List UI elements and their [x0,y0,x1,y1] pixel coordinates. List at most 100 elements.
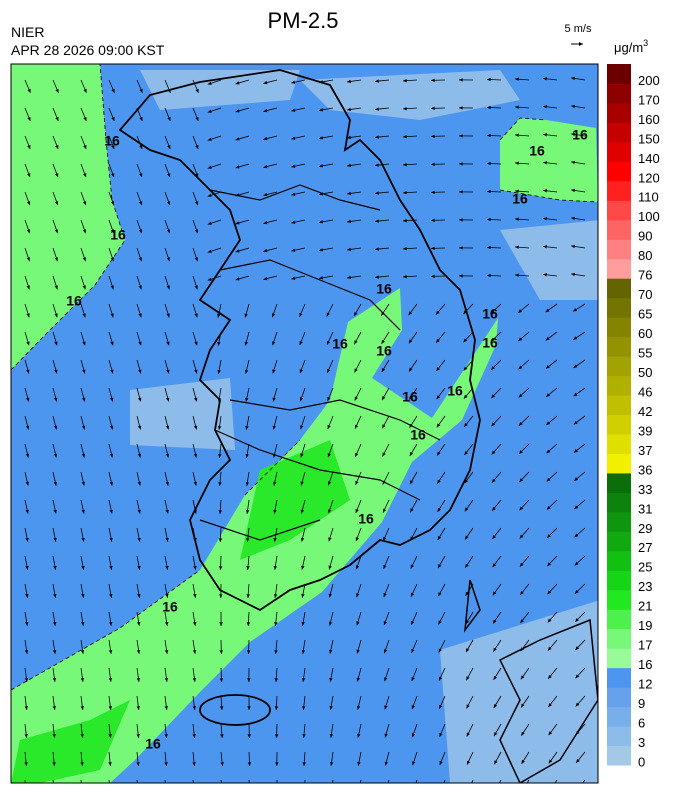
colorbar-swatch [607,122,631,142]
colorbar-label: 33 [638,482,652,497]
colorbar-swatch [607,570,631,590]
wind-arrow-head [357,790,360,794]
colorbar-swatch [607,512,631,532]
wind-arrow-head [576,787,580,791]
contour-label: 16 [482,306,498,322]
colorbar-swatch [607,142,631,162]
colorbar-label: 46 [638,384,652,399]
contour-label: 16 [110,227,126,243]
contour-label: 16 [66,293,82,309]
colorbar-label: 70 [638,287,652,302]
colorbar-swatch [607,668,631,688]
wind-arrow-head [495,788,498,792]
wind-arrow-head [385,790,388,794]
colorbar-swatch [607,278,631,298]
colorbar-label: 31 [638,501,652,516]
colorbar-label: 60 [638,326,652,341]
wind-arrow-head [467,789,470,793]
colorbar-label: 100 [638,209,660,224]
colorbar-swatch [607,707,631,727]
wind-arrow-head [330,790,333,794]
wind-arrow-head [164,790,167,794]
wind-arrow-head [192,790,195,794]
wind-arrow-head [24,790,27,794]
colorbar-label: 120 [638,170,660,185]
colorbar-swatch [607,473,631,493]
colorbar-label: 42 [638,404,652,419]
colorbar-label: 37 [638,443,652,458]
contour-label: 16 [162,599,178,615]
colorbar-label: 55 [638,346,652,361]
contour-label: 16 [145,736,161,752]
colorbar-label: 50 [638,365,652,380]
colorbar-label: 80 [638,248,652,263]
colorbar-swatch [607,103,631,123]
contour-label: 16 [376,281,392,297]
unit-sup: 3 [643,38,648,48]
colorbar-label: 17 [638,638,652,653]
timestamp: APR 28 2026 09:00 KST [11,42,165,58]
colorbar-label: 27 [638,540,652,555]
colorbar-swatch [607,629,631,649]
colorbar-swatch [607,492,631,512]
colorbar-swatch [607,356,631,376]
contour-label: 16 [104,133,120,149]
unit: μg/m3 [614,38,648,55]
wind-arrow-head [522,788,525,792]
contour-label: 16 [402,389,418,405]
colorbar-swatch [607,415,631,435]
wind-arrow-head [248,790,251,794]
colorbar-swatch [607,395,631,415]
wind-arrow-head [549,788,552,792]
contour-label: 16 [529,143,545,159]
contour-label: 16 [358,511,374,527]
unit-base: μg/m [614,40,643,55]
wind-scale-label: 5 m/s [565,23,592,35]
colorbar-swatch [607,317,631,337]
colorbar-swatch [607,726,631,746]
colorbar-swatch [607,376,631,396]
colorbar-swatch [607,298,631,318]
wind-arrow-head [221,790,224,794]
colorbar-label: 140 [638,151,660,166]
contour-label: 16 [482,335,498,351]
colorbar-label: 36 [638,462,652,477]
colorbar-label: 25 [638,560,652,575]
colorbar-label: 19 [638,618,652,633]
wind-arrow-head [52,790,55,794]
wind-arrow-head [108,790,111,794]
contour-label: 16 [376,343,392,359]
colorbar-swatch [607,687,631,707]
wind-arrow-head [136,790,139,794]
colorbar-label: 65 [638,307,652,322]
colorbar-swatch [607,200,631,220]
colorbar-swatch [607,64,631,84]
colorbar-swatch [607,259,631,279]
contour-label: 16 [410,427,426,443]
colorbar-swatch [607,337,631,357]
colorbar-label: 76 [638,268,652,283]
contour-label: 16 [512,191,528,207]
colorbar-swatch [607,551,631,571]
contour-label: 16 [572,127,588,143]
colorbar-swatch [607,434,631,454]
colorbar-swatch [607,181,631,201]
colorbar-label: 150 [638,131,660,146]
colorbar-label: 9 [638,696,645,711]
colorbar-label: 6 [638,715,645,730]
wind-arrow-head [440,789,443,793]
colorbar-swatch [607,609,631,629]
colorbar-label: 16 [638,657,652,672]
colorbar-swatch [607,220,631,240]
colorbar-swatch [607,590,631,610]
contour-label: 16 [447,383,463,399]
title: PM-2.5 [268,8,339,33]
colorbar-label: 21 [638,599,652,614]
colorbar-swatch [607,648,631,668]
agency: NIER [11,24,44,40]
wind-scale-arrow [571,42,583,46]
colorbar-label: 90 [638,229,652,244]
wind-arrow-head [303,790,306,794]
colorbar-label: 39 [638,423,652,438]
